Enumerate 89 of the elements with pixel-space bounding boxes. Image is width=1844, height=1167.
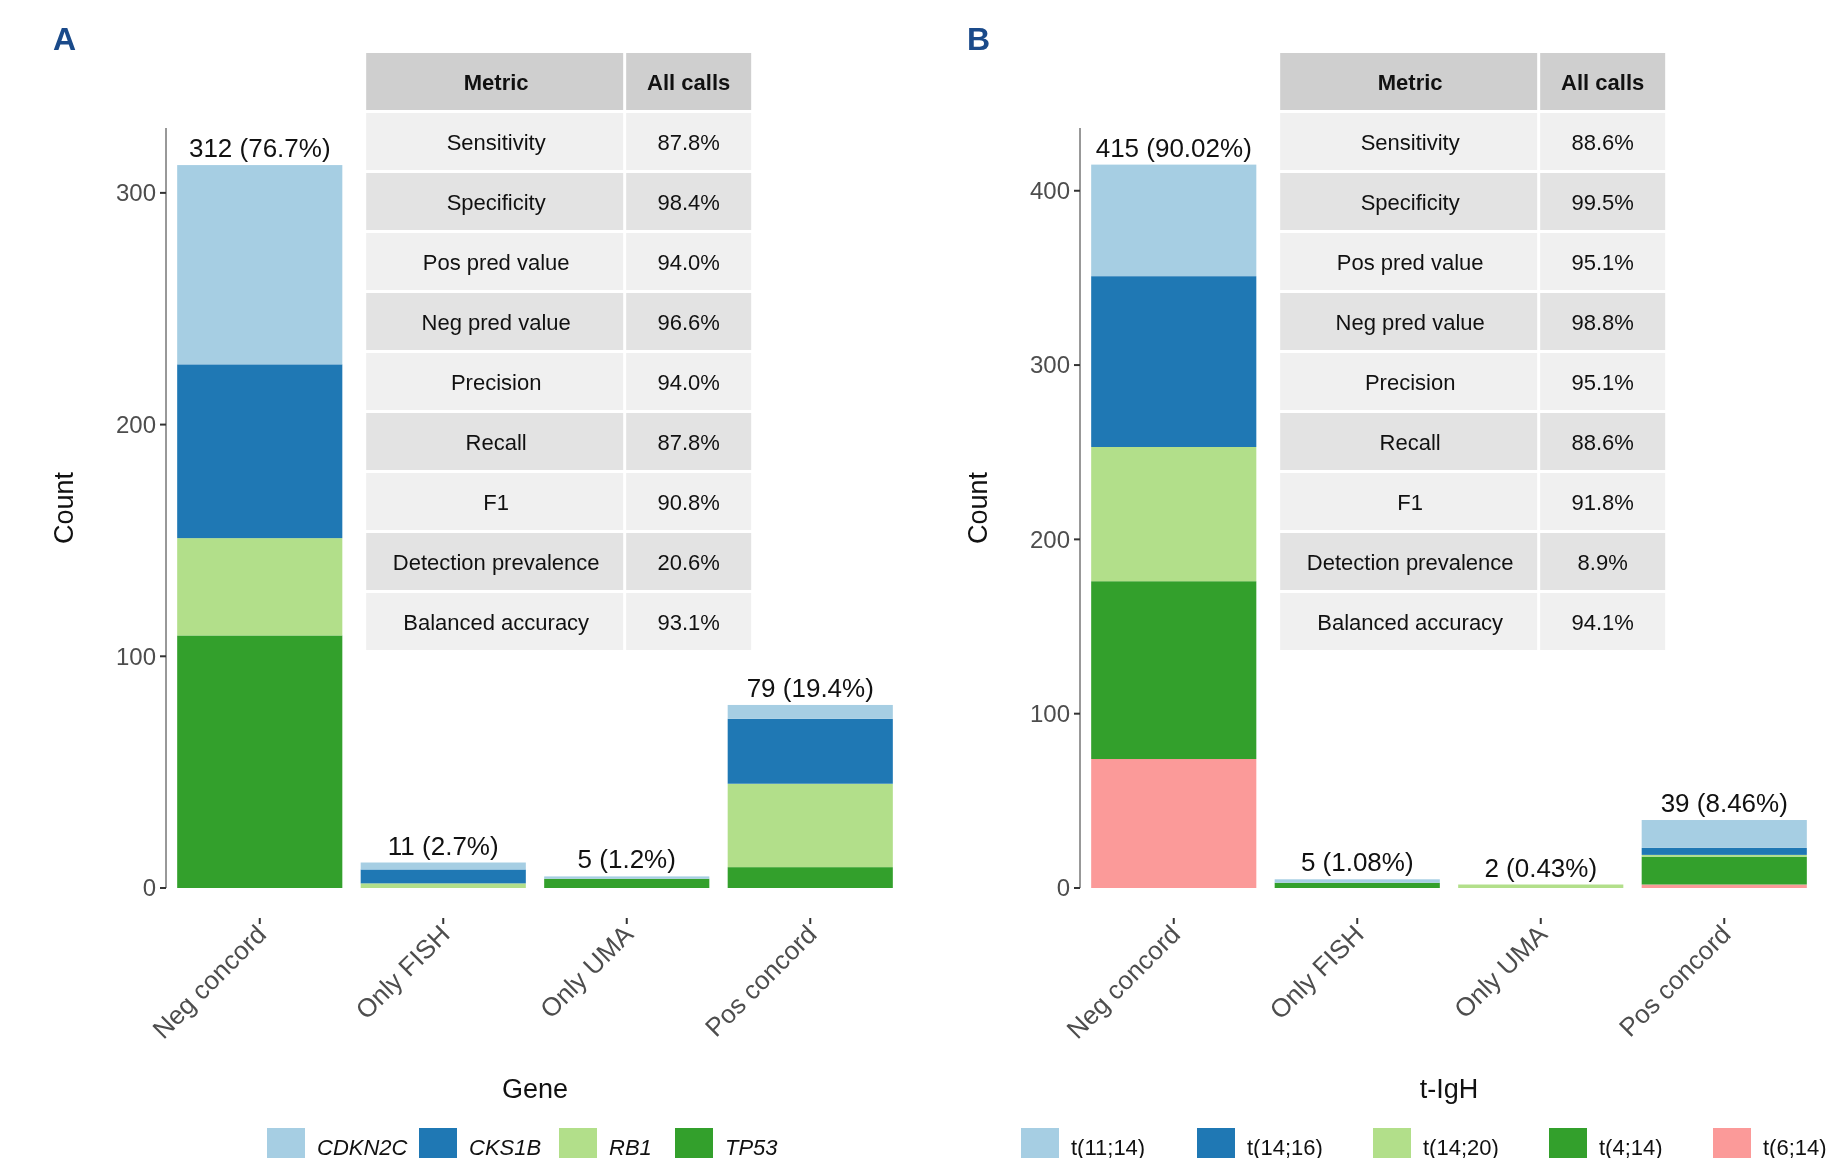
annotation: Precision: [450, 369, 542, 395]
bar: [177, 538, 343, 636]
total-label: 312 (76.7%): [188, 133, 331, 164]
bar: [1091, 759, 1257, 888]
bar: [177, 635, 343, 888]
annotation: 88.6%: [1571, 129, 1634, 155]
legend-label: TP53: [725, 1134, 779, 1160]
annotation: 96.6%: [657, 309, 720, 335]
text: Metric: [463, 69, 529, 95]
text: Metric: [1377, 69, 1443, 95]
bar: [1091, 276, 1257, 447]
total-label: 79 (19.4%): [746, 672, 874, 703]
total-label: 5 (1.08%): [1300, 847, 1414, 878]
x-axis-title: t-IgH: [1419, 1074, 1479, 1104]
bar: [727, 783, 893, 868]
bar: [1641, 856, 1807, 885]
total-label: 415 (90.02%): [1095, 132, 1252, 163]
annotation: 99.5%: [1571, 189, 1634, 215]
annotation: 95.1%: [1571, 369, 1634, 395]
annotation: 94.1%: [1571, 609, 1634, 635]
annotation: Specificity: [1360, 189, 1460, 215]
legend-label: CDKN2C: [317, 1134, 408, 1160]
annotation: F1: [1397, 489, 1424, 515]
bar: [544, 878, 710, 888]
annotation: 88.6%: [1571, 429, 1634, 455]
y-axis-title: Count: [963, 471, 993, 545]
y-axis-title: Count: [49, 471, 79, 545]
annotation: Pos pred value: [1336, 249, 1484, 275]
y-tick-label: 200: [115, 410, 156, 438]
annotation: Recall: [1379, 429, 1441, 455]
annotation: Neg pred value: [1335, 309, 1485, 335]
annotation: 91.8%: [1571, 489, 1634, 515]
bar: [177, 364, 343, 539]
bar: [1091, 164, 1257, 277]
annotation: Balanced accuracy: [403, 609, 590, 635]
annotation: 87.8%: [657, 129, 720, 155]
y-tick-label: 0: [142, 874, 156, 902]
annotation: Neg pred value: [421, 309, 571, 335]
annotation: Precision: [1364, 369, 1456, 395]
legend-label: CKS1B: [469, 1134, 542, 1160]
annotation: 98.8%: [1571, 309, 1634, 335]
y-tick-label: 200: [1029, 525, 1070, 553]
total-label: 5 (1.2%): [577, 844, 676, 875]
annotation: Sensitivity: [1360, 129, 1460, 155]
legend-label: RB1: [609, 1134, 652, 1160]
annotation: Recall: [465, 429, 527, 455]
total-label: 39 (8.46%): [1660, 788, 1788, 819]
bar: [727, 867, 893, 888]
bar: [1274, 879, 1440, 883]
annotation: 98.4%: [657, 189, 720, 215]
annotation: Balanced accuracy: [1317, 609, 1504, 635]
bar: [727, 718, 893, 784]
bar: [360, 869, 526, 884]
bar: [1091, 446, 1257, 582]
annotation: Sensitivity: [446, 129, 546, 155]
annotation: 93.1%: [657, 609, 720, 635]
bar: [544, 876, 710, 879]
bar: [1091, 581, 1257, 760]
chart-title: B: [967, 21, 991, 57]
annotation: Specificity: [446, 189, 546, 215]
annotation: Detection prevalence: [1306, 549, 1514, 575]
chart-title: A: [53, 21, 77, 57]
bar: [727, 704, 893, 719]
total-label: 2 (0.43%): [1484, 852, 1598, 883]
y-tick-label: 300: [1029, 351, 1070, 379]
annotation: 94.0%: [657, 249, 720, 275]
annotation: 20.6%: [657, 549, 720, 575]
annotation: Detection prevalence: [392, 549, 600, 575]
annotation: 94.0%: [657, 369, 720, 395]
bar: [177, 165, 343, 365]
y-tick-label: 100: [115, 642, 156, 670]
annotation: 8.9%: [1577, 549, 1628, 575]
bar: [1641, 847, 1807, 855]
y-tick-label: 300: [115, 179, 156, 207]
y-tick-label: 400: [1029, 177, 1070, 205]
bar: [1641, 820, 1807, 848]
total-label: 11 (2.7%): [387, 830, 499, 861]
y-tick-label: 0: [1056, 874, 1070, 902]
annotation: Pos pred value: [422, 249, 570, 275]
annotation: 95.1%: [1571, 249, 1634, 275]
annotation: F1: [483, 489, 510, 515]
text: All calls: [647, 69, 731, 95]
x-axis-title: Gene: [501, 1074, 569, 1104]
text: All calls: [1561, 69, 1645, 95]
bar: [360, 883, 526, 888]
y-tick-label: 100: [1029, 700, 1070, 728]
annotation: 87.8%: [657, 429, 720, 455]
bar: [1274, 882, 1440, 888]
annotation: 90.8%: [657, 489, 720, 515]
